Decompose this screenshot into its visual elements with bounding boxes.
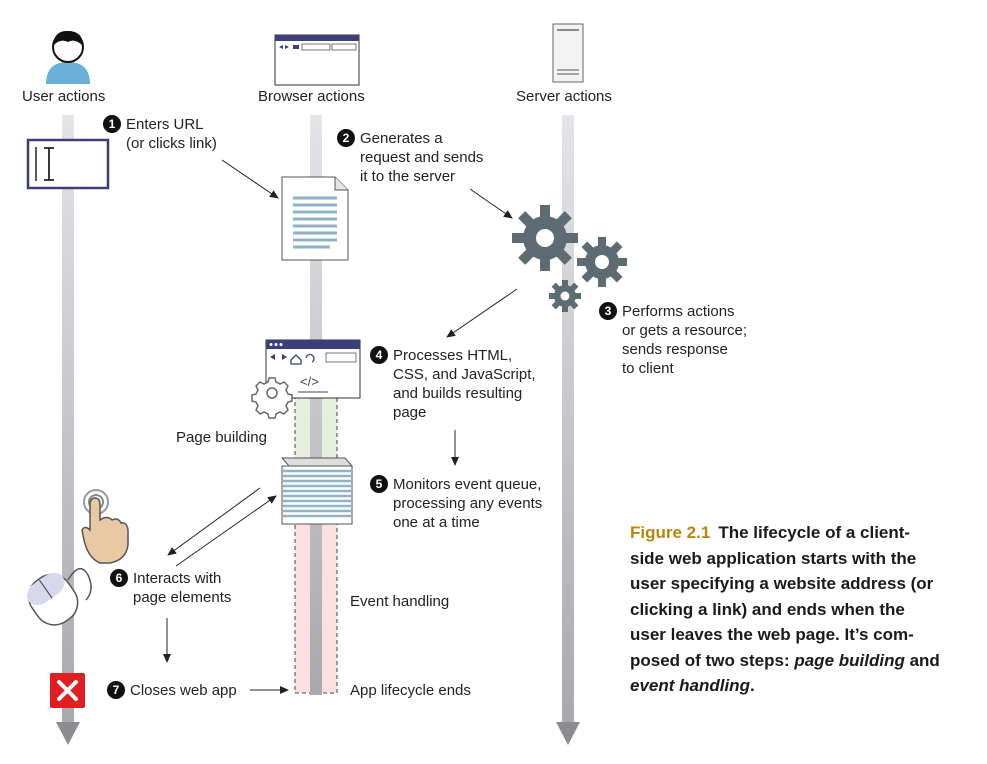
step-6-line-2: page elements: [133, 589, 232, 606]
arrow-url-to-document: [221, 159, 279, 199]
caption-line-3: user specifying a website address (or: [630, 574, 934, 593]
browser-window-icon: [274, 34, 360, 86]
column-title-user: User actions: [22, 88, 106, 105]
step-3-line-3: sends response: [622, 341, 728, 358]
step-number-2: 2: [337, 129, 355, 147]
column-title-browser: Browser actions: [258, 88, 365, 105]
caption-line-6a: posed of two steps:: [630, 650, 795, 670]
step-3-line-4: to client: [622, 360, 674, 377]
step-1-line-2: (or clicks link): [126, 135, 217, 152]
step-2-line-2: request and sends: [360, 149, 484, 166]
step-number-5: 5: [370, 475, 388, 493]
caption-line-6b: and: [904, 650, 940, 670]
step-4-line-3: and builds resulting: [393, 385, 523, 402]
step-3: 3 Performs actions or gets a resource; se…: [599, 302, 747, 378]
server-icon: [552, 23, 584, 83]
step-5-line-2: processing any events: [393, 495, 543, 512]
arrow-response-to-browser: [446, 288, 518, 338]
caption-line-2: side web application starts with the: [630, 548, 917, 568]
caption-event-handling-em: event handling: [630, 676, 750, 695]
step-number-3: 3: [599, 302, 617, 320]
url-input-icon: [26, 138, 110, 190]
step-2: 2 Generates a request and sends it to the…: [337, 129, 483, 186]
arrow-request-to-server: [469, 188, 513, 219]
step-5-line-1: Monitors event queue,: [393, 476, 542, 493]
tapping-hand-icon: [81, 489, 129, 564]
caption-line-5: user leaves the web page. It’s com-: [630, 625, 914, 644]
step-5: 5 Monitors event queue, processing any ev…: [370, 475, 542, 532]
step-7-line-1: Closes web app: [130, 682, 237, 699]
arrow-user-to-queue: [175, 495, 277, 567]
step-number-4: 4: [370, 346, 388, 364]
figure-caption: Figure 2.1 The lifecycle of a client- sid…: [630, 520, 975, 699]
user-timeline-arrowhead: [56, 722, 80, 745]
step-number-1: 1: [103, 115, 121, 133]
caption-page-building-em: page building: [794, 650, 905, 670]
arrow-queue-to-user: [167, 487, 261, 556]
event-queue-icon: [280, 457, 354, 525]
step-4-line-2: CSS, and JavaScript,: [393, 366, 536, 383]
step-3-line-1: Performs actions: [622, 303, 735, 320]
close-button-icon: [50, 673, 85, 708]
caption-line-1: The lifecycle of a client-: [718, 523, 911, 542]
page-building-label: Page building: [176, 429, 267, 446]
step-number-6: 6: [110, 569, 128, 587]
step-2-line-1: Generates a: [360, 130, 443, 147]
code-glyph: </>: [300, 374, 319, 389]
step-6: 6 Interacts with page elements: [110, 569, 231, 607]
server-timeline: [562, 115, 574, 725]
step-7: 7 Closes web app: [107, 681, 237, 700]
step-4-line-1: Processes HTML,: [393, 347, 513, 364]
step-6-line-1: Interacts with: [133, 570, 222, 587]
user-timeline: [62, 115, 74, 725]
step-5-line-3: one at a time: [393, 514, 480, 531]
step-4-line-4: page: [393, 404, 427, 421]
lifecycle-ends-label: App lifecycle ends: [350, 682, 471, 699]
user-icon: [46, 30, 90, 84]
page-building-gear-icon: [251, 377, 293, 419]
step-1: 1 Enters URL (or clicks link): [103, 115, 217, 153]
gears-icon: [512, 205, 627, 312]
document-icon: [281, 176, 349, 261]
step-number-7: 7: [107, 681, 125, 699]
step-4: 4 Processes HTML, CSS, and JavaScript, an…: [370, 346, 536, 422]
caption-line-7b: .: [749, 676, 755, 695]
server-timeline-arrowhead: [556, 722, 580, 745]
step-1-line-1: Enters URL: [126, 116, 204, 133]
caption-line-4: clicking a link) and ends when the: [630, 599, 905, 619]
event-handling-label: Event handling: [350, 593, 450, 610]
step-3-line-2: or gets a resource;: [622, 322, 748, 339]
mouse-icon: [26, 567, 92, 626]
column-title-server: Server actions: [516, 88, 612, 105]
figure-number: Figure 2.1: [630, 523, 711, 542]
step-2-line-3: it to the server: [360, 168, 456, 185]
